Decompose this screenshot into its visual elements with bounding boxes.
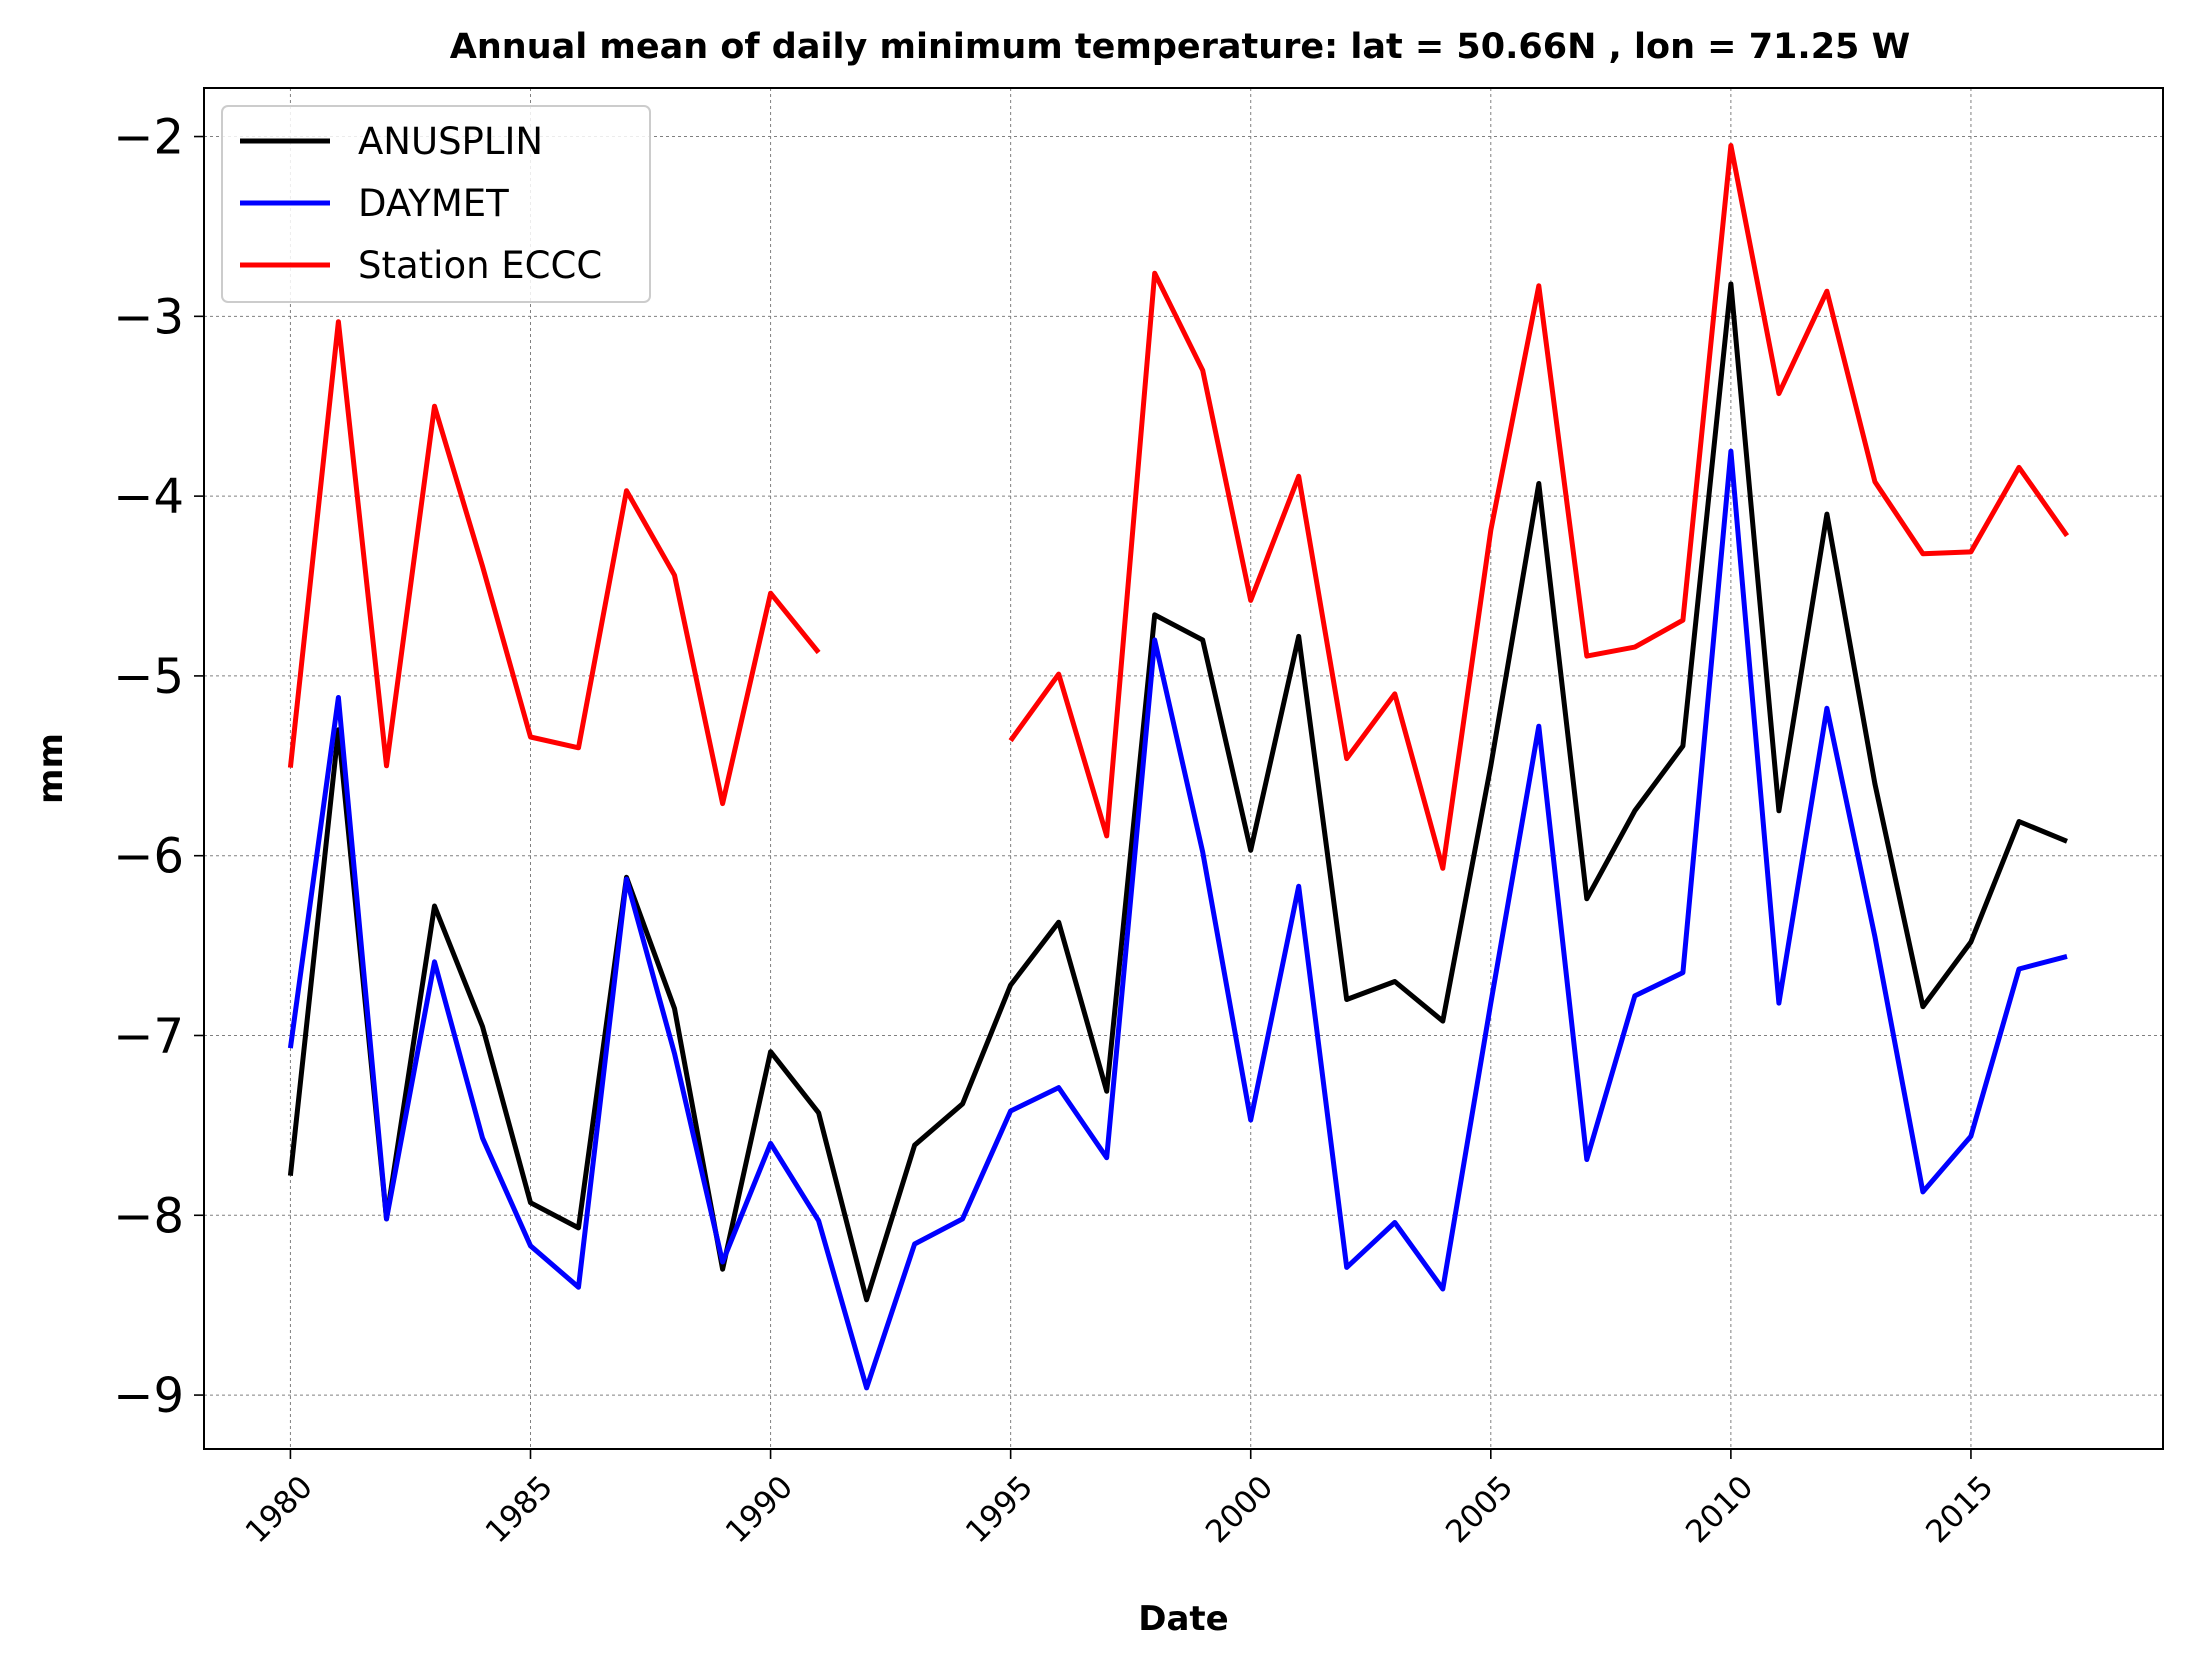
x-tick-label: 1980 xyxy=(239,1469,320,1550)
x-tick-label: 2010 xyxy=(1679,1469,1760,1550)
x-tick-label: 2000 xyxy=(1199,1469,1280,1550)
y-tick-label: −6 xyxy=(113,829,184,885)
y-tick-label: −3 xyxy=(113,289,184,345)
axis-ticks: 1980 1985 1990 1995 2000 2005 2010 2015 −9 −8 −7 −6… xyxy=(113,110,2000,1551)
x-tick-label: 1990 xyxy=(719,1469,800,1550)
series-line-station-eccc xyxy=(287,143,2070,871)
x-tick-label: 2015 xyxy=(1919,1469,2000,1550)
series-line-daymet xyxy=(287,448,2068,1391)
x-tick-label: 2005 xyxy=(1439,1469,1520,1550)
y-axis-label: mm xyxy=(31,733,71,804)
y-tick-label: −8 xyxy=(113,1188,184,1244)
x-tick-label: 1995 xyxy=(959,1469,1040,1550)
y-tick-label: −7 xyxy=(113,1008,184,1064)
legend: ANUSPLIN DAYMET Station ECCC xyxy=(221,105,651,303)
legend-box xyxy=(221,105,651,303)
y-tick-label: −4 xyxy=(113,469,184,525)
legend-label-anusplin: ANUSPLIN xyxy=(358,120,543,163)
x-tick-label: 1985 xyxy=(479,1469,560,1550)
series-layer xyxy=(287,143,2070,1391)
legend-label-station-eccc: Station ECCC xyxy=(358,244,602,287)
y-tick-label: −2 xyxy=(113,110,184,166)
chart-title: Annual mean of daily minimum temperature… xyxy=(450,27,1910,67)
series-line-anusplin xyxy=(287,281,2068,1303)
y-tick-label: −9 xyxy=(113,1368,184,1424)
y-tick-label: −5 xyxy=(113,649,184,705)
plot-frame xyxy=(203,87,2164,1450)
x-axis-label: Date xyxy=(1138,1599,1228,1639)
legend-label-daymet: DAYMET xyxy=(358,182,509,225)
